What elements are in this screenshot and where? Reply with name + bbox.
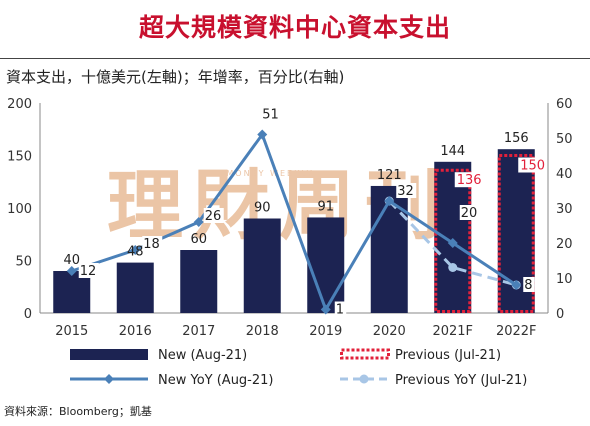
yoy-label-bg bbox=[78, 263, 99, 278]
new-yoy-point bbox=[320, 304, 331, 315]
new-yoy-value-label: 26 bbox=[205, 209, 222, 224]
y-left-tick-label: 50 bbox=[15, 255, 32, 270]
yoy-label-bg bbox=[203, 208, 224, 223]
yoy-label-bg bbox=[261, 106, 282, 122]
new-yoy-value-label: 51 bbox=[262, 108, 279, 123]
bar-new-value-label: 121 bbox=[377, 168, 402, 183]
new-yoy-value-label: 32 bbox=[397, 184, 414, 199]
yoy-label-bg bbox=[334, 301, 347, 317]
new-yoy-value-label: 1 bbox=[336, 303, 344, 318]
new-yoy-value-label: 18 bbox=[143, 237, 160, 252]
bar-new-value-label: 144 bbox=[440, 144, 465, 159]
watermark-small-text: MONEY WEEKLY bbox=[226, 169, 313, 178]
bar-new bbox=[116, 262, 154, 313]
bar-new-value-label: 48 bbox=[127, 245, 144, 260]
y-left-tick-label: 100 bbox=[7, 202, 32, 217]
y-right-tick-label: 40 bbox=[556, 167, 573, 182]
y-right-tick-label: 10 bbox=[556, 272, 573, 287]
yoy-label-bg bbox=[523, 277, 535, 292]
y-left-tick-label: 0 bbox=[24, 307, 32, 322]
new-yoy-point bbox=[130, 245, 141, 255]
x-tick-label: 2019 bbox=[309, 324, 342, 339]
yoy-label-bg bbox=[396, 183, 417, 198]
y-left-tick-label: 150 bbox=[7, 150, 32, 165]
bar-new-value-label: 90 bbox=[254, 201, 271, 216]
x-tick-label: 2022F bbox=[496, 324, 537, 339]
x-tick-label: 2015 bbox=[55, 324, 88, 339]
y-right-tick-label: 0 bbox=[556, 307, 564, 322]
legend-swatch-previous bbox=[340, 348, 390, 360]
y-right-tick-label: 30 bbox=[556, 202, 573, 217]
new-yoy-value-label: 20 bbox=[461, 206, 478, 221]
new-yoy-point bbox=[193, 217, 204, 227]
bar-new-value-label: 156 bbox=[504, 131, 529, 146]
bars-previous bbox=[434, 154, 535, 313]
y-right-tick-label: 50 bbox=[556, 132, 573, 147]
bar-new-value-label: 60 bbox=[190, 232, 207, 247]
bar-new bbox=[307, 217, 345, 313]
bar-new-value-label: 40 bbox=[63, 253, 80, 268]
data-labels: 40 48 60 90 91 121 144 156 136 150 12 18 26 51 1 32 20 8 bbox=[63, 106, 545, 318]
new-yoy-point bbox=[447, 238, 458, 248]
bar-previous-value-label: 136 bbox=[457, 173, 482, 188]
legend-marker-previous-yoy bbox=[359, 374, 369, 384]
y-right-tick-label: 60 bbox=[556, 97, 573, 112]
new-yoy-value-label: 8 bbox=[524, 278, 532, 293]
bar-previous bbox=[497, 154, 535, 313]
yoy-label-bg bbox=[459, 205, 480, 220]
new-yoy-point bbox=[384, 196, 395, 206]
legend-label: Previous YoY (Jul-21) bbox=[395, 373, 527, 388]
legend-label: New YoY (Aug-21) bbox=[158, 373, 274, 388]
y-right-tick-label: 20 bbox=[556, 237, 573, 252]
yoy-label-bg bbox=[142, 236, 163, 251]
new-yoy-value-label: 12 bbox=[80, 264, 97, 279]
bar-new bbox=[180, 250, 218, 313]
chart-subtitle: 資本支出，十億美元(左軸)；年增率，百分比(右軸) bbox=[6, 68, 345, 86]
bar-new bbox=[370, 185, 408, 313]
previous-label-bg bbox=[454, 172, 481, 188]
chart-title: 超大規模資料中心資本支出 bbox=[138, 13, 451, 42]
legend-swatch-new bbox=[70, 349, 148, 360]
y-left-tick-label: 200 bbox=[7, 97, 32, 112]
bar-previous-value-label: 150 bbox=[520, 159, 545, 174]
legend-label: New (Aug-21) bbox=[158, 348, 247, 363]
source-note: 資料來源：Bloomberg；凱基 bbox=[4, 405, 152, 418]
new-yoy-point bbox=[66, 266, 77, 276]
chart-legend: New (Aug-21) Previous (Jul-21) New YoY (Au… bbox=[70, 348, 527, 388]
new-yoy-point bbox=[511, 280, 522, 290]
legend-label: Previous (Jul-21) bbox=[395, 348, 501, 363]
x-tick-label: 2020 bbox=[373, 324, 406, 339]
x-tick-label: 2016 bbox=[119, 324, 152, 339]
x-tick-label: 2018 bbox=[246, 324, 279, 339]
bar-new-value-label: 91 bbox=[317, 199, 334, 214]
x-tick-label: 2021F bbox=[432, 324, 473, 339]
bar-previous bbox=[434, 168, 472, 313]
bar-new bbox=[243, 218, 281, 313]
x-tick-label: 2017 bbox=[182, 324, 215, 339]
title-divider bbox=[0, 58, 590, 59]
previous-yoy-point bbox=[448, 263, 458, 272]
new-yoy-point bbox=[257, 129, 268, 140]
previous-yoy-path bbox=[388, 199, 517, 287]
legend-marker-new-yoy bbox=[104, 374, 114, 384]
previous-label-bg bbox=[518, 157, 545, 173]
